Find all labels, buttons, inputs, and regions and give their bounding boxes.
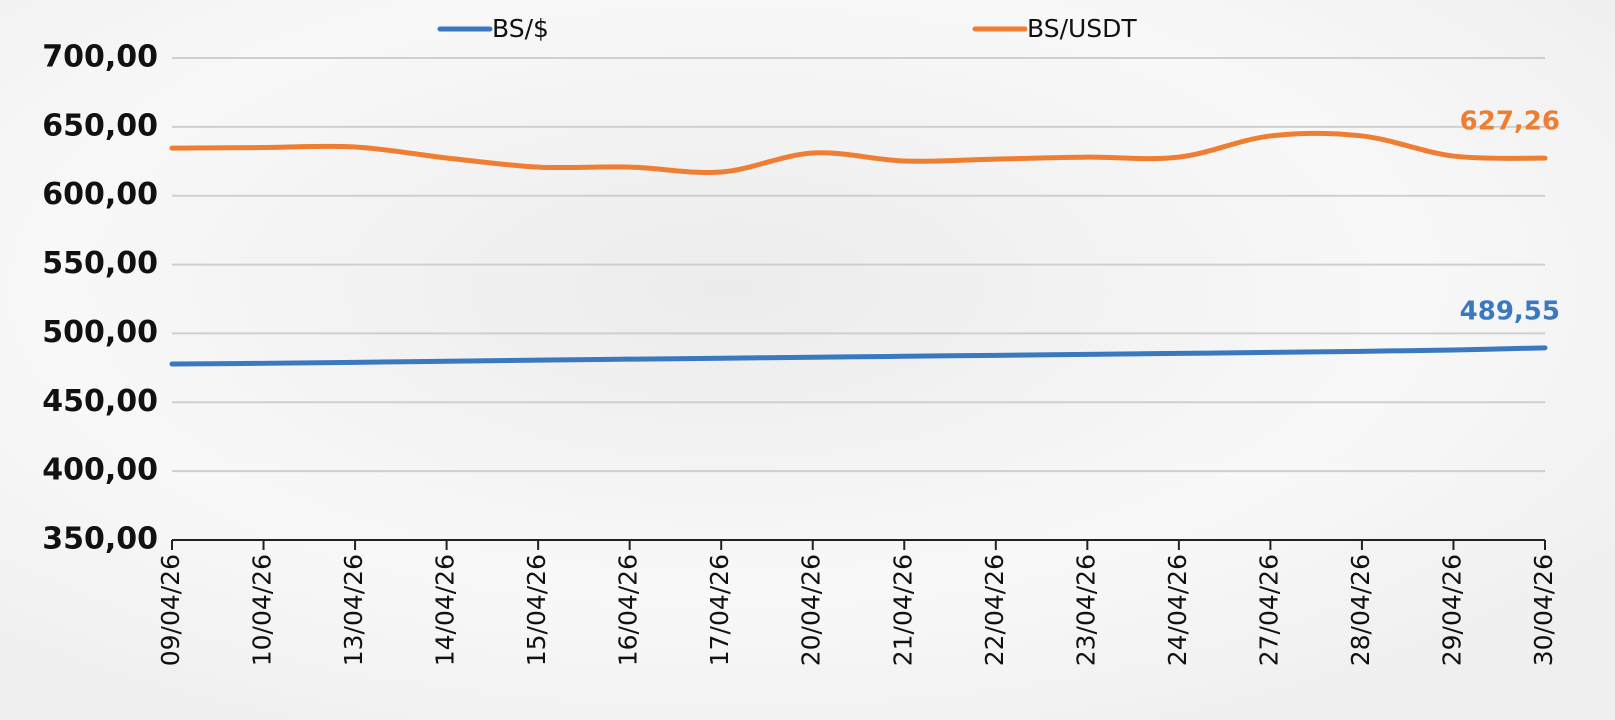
x-tick-label: 20/04/26 (797, 554, 826, 666)
x-tick-label: 27/04/26 (1254, 554, 1283, 666)
y-tick-label: 450,00 (42, 384, 158, 419)
x-tick-label: 17/04/26 (705, 554, 734, 666)
x-tick-label: 23/04/26 (1071, 554, 1100, 666)
legend-label: BS/USDT (1027, 14, 1137, 43)
y-tick-label: 400,00 (42, 453, 158, 488)
y-tick-label: 350,00 (42, 522, 158, 557)
y-tick-label: 700,00 (42, 40, 158, 75)
y-tick-label: 600,00 (42, 177, 158, 212)
x-tick-label: 29/04/26 (1437, 554, 1466, 666)
x-tick-label: 15/04/26 (522, 554, 551, 666)
x-tick-label: 16/04/26 (614, 554, 643, 666)
line-series (169, 345, 1548, 367)
data-label: 627,26 (1460, 107, 1560, 137)
x-tick-label: 14/04/26 (431, 554, 460, 666)
y-tick-label: 550,00 (42, 246, 158, 281)
x-tick-label: 28/04/26 (1346, 554, 1375, 666)
x-tick-label: 21/04/26 (888, 554, 917, 666)
y-tick-label: 500,00 (42, 315, 158, 350)
x-tick-label: 13/04/26 (339, 554, 368, 666)
x-tick-label: 24/04/26 (1163, 554, 1192, 666)
y-tick-label: 650,00 (42, 108, 158, 143)
line-series (169, 130, 1548, 175)
x-tick-label: 10/04/26 (248, 554, 277, 666)
x-tick-label: 22/04/26 (980, 554, 1009, 666)
data-label: 489,55 (1460, 296, 1560, 326)
legend-label: BS/$ (492, 14, 549, 43)
x-tick-label: 30/04/26 (1529, 554, 1558, 666)
x-tick-label: 09/04/26 (156, 554, 185, 666)
